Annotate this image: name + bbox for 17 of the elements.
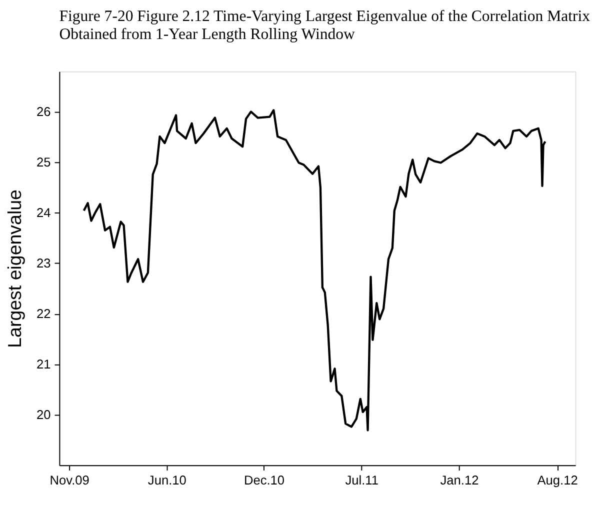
line-series bbox=[82, 109, 546, 432]
y-axis-title: Largest eigenvalue bbox=[4, 190, 25, 348]
text: Obtained from 1-Year Length Rolling Window bbox=[59, 26, 355, 43]
x-tick-label: Dec.10 bbox=[244, 472, 285, 488]
y-tick-label: 20 bbox=[36, 407, 51, 422]
y-tick-label: 25 bbox=[36, 154, 51, 170]
text: Figure 7-20 Figure 2.12 Time-Varying Largest Eigenvalue of the Correlation Matrix bbox=[59, 8, 590, 26]
x-tick-label: Nov.09 bbox=[50, 472, 90, 488]
x-tick-label: Jun.10 bbox=[148, 472, 186, 488]
y-tick-label: 22 bbox=[36, 306, 51, 322]
x-tick-label: Aug.12 bbox=[537, 472, 578, 488]
y-tick-label: 24 bbox=[36, 205, 51, 220]
y-tick-label: 23 bbox=[36, 256, 51, 271]
y-tick-label: 26 bbox=[36, 104, 51, 120]
y-tick-label: 21 bbox=[36, 356, 51, 372]
x-tick-label: Jan.12 bbox=[440, 472, 479, 488]
x-tick-label: Jul.11 bbox=[345, 472, 378, 488]
